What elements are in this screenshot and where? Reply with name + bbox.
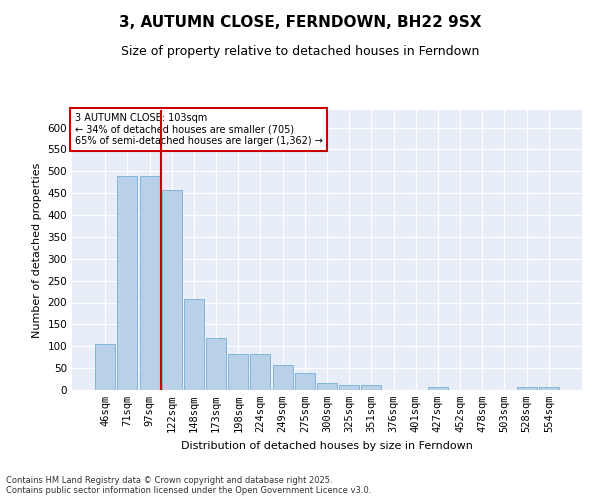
X-axis label: Distribution of detached houses by size in Ferndown: Distribution of detached houses by size …: [181, 440, 473, 450]
Text: 3 AUTUMN CLOSE: 103sqm
← 34% of detached houses are smaller (705)
65% of semi-de: 3 AUTUMN CLOSE: 103sqm ← 34% of detached…: [74, 113, 322, 146]
Bar: [428, 388, 448, 390]
Text: 3, AUTUMN CLOSE, FERNDOWN, BH22 9SX: 3, AUTUMN CLOSE, FERNDOWN, BH22 9SX: [119, 15, 481, 30]
Bar: [140, 176, 160, 390]
Bar: [272, 364, 293, 390]
Bar: [339, 385, 359, 390]
Bar: [95, 344, 115, 390]
Bar: [317, 384, 337, 390]
Text: Contains HM Land Registry data © Crown copyright and database right 2025.
Contai: Contains HM Land Registry data © Crown c…: [6, 476, 371, 495]
Bar: [517, 388, 536, 390]
Bar: [118, 176, 137, 390]
Bar: [361, 385, 382, 390]
Bar: [539, 388, 559, 390]
Bar: [228, 354, 248, 390]
Bar: [295, 374, 315, 390]
Text: Size of property relative to detached houses in Ferndown: Size of property relative to detached ho…: [121, 45, 479, 58]
Bar: [184, 300, 204, 390]
Bar: [206, 338, 226, 390]
Bar: [162, 190, 182, 390]
Bar: [250, 354, 271, 390]
Y-axis label: Number of detached properties: Number of detached properties: [32, 162, 42, 338]
